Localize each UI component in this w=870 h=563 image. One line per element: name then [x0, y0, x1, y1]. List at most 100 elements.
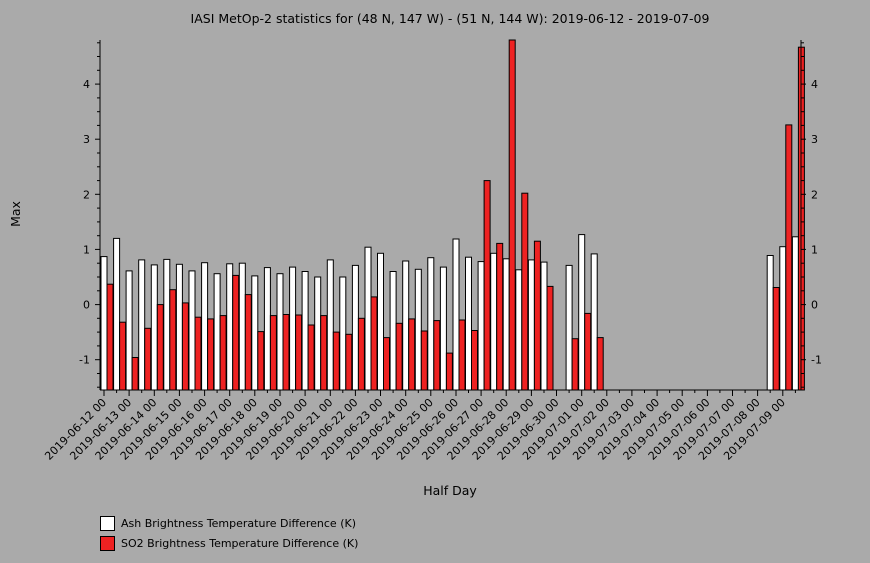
so2-bar — [156, 304, 164, 391]
so2-bar — [169, 289, 177, 391]
ash-bar — [213, 273, 221, 391]
so2-bar — [106, 283, 114, 391]
y-tick-label-left: 0 — [83, 299, 90, 312]
so2-bar — [219, 315, 227, 391]
so2-bar — [546, 285, 554, 391]
so2-bar — [395, 322, 403, 391]
ash-bar — [515, 269, 523, 391]
so2-bar — [244, 294, 252, 391]
so2-bar — [496, 242, 504, 391]
ash-bar — [314, 276, 322, 391]
so2-bar — [119, 321, 127, 391]
ash-bar — [251, 275, 259, 391]
ash-bar — [226, 263, 234, 391]
ash-bar — [439, 266, 447, 391]
so2-bar — [232, 274, 240, 391]
ash-bar — [427, 257, 435, 391]
ash-bar — [766, 255, 774, 391]
y-tick-label-right: 3 — [811, 133, 818, 146]
so2-bar — [144, 327, 152, 391]
ash-bar — [578, 234, 586, 391]
legend-item-ash: Ash Brightness Temperature Difference (K… — [100, 513, 358, 533]
ash-bar — [490, 252, 498, 391]
ash-bar — [389, 271, 397, 391]
ash-bar — [590, 253, 598, 391]
so2-bar — [282, 314, 290, 391]
so2-bar — [194, 316, 202, 391]
legend-item-so2: SO2 Brightness Temperature Difference (K… — [100, 533, 358, 553]
ash-bar — [263, 267, 271, 391]
ash-bar — [364, 246, 372, 391]
y-tick-label-left: 4 — [83, 78, 90, 91]
so2-bar — [483, 180, 491, 391]
so2-bar — [181, 302, 189, 391]
ash-bar — [289, 266, 297, 391]
chart-title: IASI MetOp-2 statistics for (48 N, 147 W… — [191, 11, 710, 26]
ash-bar — [527, 259, 535, 391]
so2-bar — [357, 317, 365, 391]
ash-bar — [540, 261, 548, 391]
ash-bar — [100, 256, 108, 391]
so2-bar — [131, 357, 139, 391]
so2-bar — [785, 124, 793, 391]
ash-bar — [326, 259, 334, 391]
ash-bar — [351, 264, 359, 391]
so2-bar — [295, 314, 303, 391]
so2-bar — [508, 39, 516, 391]
so2-bar — [772, 287, 780, 391]
so2-bar — [584, 312, 592, 391]
ash-bar — [565, 264, 573, 391]
legend-swatch-ash — [100, 515, 115, 531]
so2-bar — [370, 296, 378, 391]
legend-label-so2: SO2 Brightness Temperature Difference (K… — [121, 536, 359, 550]
so2-bar — [458, 319, 466, 391]
ash-bar — [238, 262, 246, 391]
x-axis-label: Half Day — [423, 483, 477, 498]
ash-bar — [138, 259, 146, 391]
y-tick-label-right: -1 — [811, 354, 822, 367]
so2-bar — [521, 192, 529, 391]
ash-bar — [402, 260, 410, 391]
ash-bar — [477, 261, 485, 391]
so2-bar — [571, 338, 579, 391]
ash-bar — [779, 246, 787, 391]
y-tick-label-left: 3 — [83, 133, 90, 146]
so2-bar — [332, 331, 340, 391]
ash-bar — [201, 262, 209, 391]
so2-bar — [383, 337, 390, 391]
so2-bar — [207, 318, 215, 391]
so2-bar — [471, 330, 478, 391]
so2-bar — [433, 320, 441, 391]
ash-bar — [276, 273, 284, 391]
y-tick-label-right: 1 — [811, 243, 818, 256]
so2-bar — [420, 330, 428, 391]
ash-bar — [502, 258, 510, 391]
ash-bar — [377, 252, 384, 391]
legend-swatch-so2 — [100, 535, 115, 551]
so2-bar — [408, 318, 416, 391]
ash-bar — [175, 263, 183, 391]
ash-bar — [163, 258, 171, 391]
legend-label-ash: Ash Brightness Temperature Difference (K… — [121, 516, 356, 530]
ash-bar — [113, 237, 121, 391]
y-tick-label-left: 1 — [83, 243, 90, 256]
y-tick-label-left: -1 — [79, 354, 90, 367]
y-tick-label-left: 2 — [83, 188, 90, 201]
ash-bar — [465, 256, 472, 391]
ash-bar — [452, 238, 460, 391]
so2-bar — [533, 240, 541, 391]
y-tick-label-right: 2 — [811, 188, 818, 201]
so2-bar — [445, 352, 453, 391]
ash-bar — [150, 264, 158, 391]
ash-bar — [188, 270, 196, 391]
y-tick-label-right: 0 — [811, 299, 818, 312]
so2-bar — [345, 333, 353, 391]
so2-bar — [596, 337, 604, 391]
y-axis-label: Max — [8, 201, 23, 227]
ash-bar — [125, 270, 133, 391]
so2-bar — [257, 331, 265, 391]
y-tick-label-right: 4 — [811, 78, 818, 91]
ash-bar — [791, 236, 799, 391]
